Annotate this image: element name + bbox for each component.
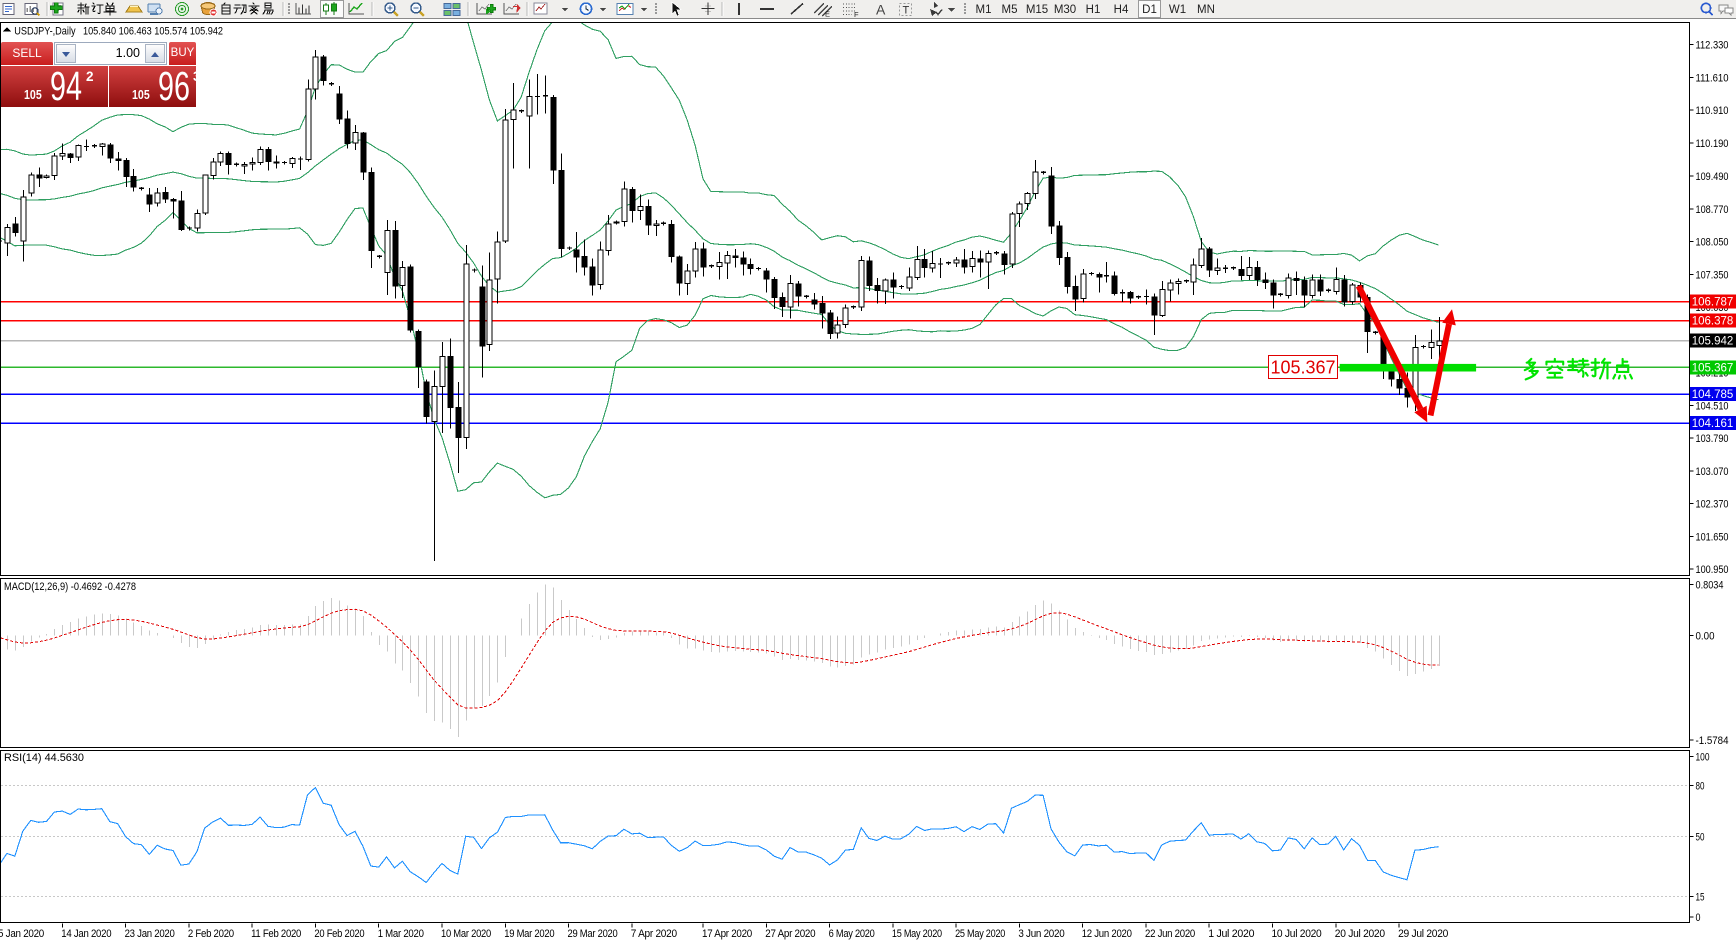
svg-text:5 Jan 2020: 5 Jan 2020 <box>0 928 44 940</box>
svg-text:0.8034: 0.8034 <box>1696 580 1724 592</box>
svg-text:27 Apr 2020: 27 Apr 2020 <box>765 928 815 940</box>
svg-text:110.910: 110.910 <box>1696 105 1729 117</box>
svg-text:15: 15 <box>1696 891 1705 903</box>
svg-text:105.942: 105.942 <box>1692 336 1734 348</box>
svg-text:6 May 2020: 6 May 2020 <box>829 928 875 940</box>
svg-text:20 Feb 2020: 20 Feb 2020 <box>314 928 364 940</box>
svg-text:H1: H1 <box>1086 4 1101 16</box>
svg-text:104.161: 104.161 <box>1692 418 1734 430</box>
svg-text:M15: M15 <box>1026 4 1048 16</box>
svg-text:RSI(14) 44.5630: RSI(14) 44.5630 <box>4 752 84 764</box>
svg-text:17 Apr 2020: 17 Apr 2020 <box>702 928 752 940</box>
svg-text:105.840 106.463 105.574 105.94: 105.840 106.463 105.574 105.942 <box>83 26 223 38</box>
svg-text:2 Feb 2020: 2 Feb 2020 <box>188 928 234 940</box>
svg-text:102.370: 102.370 <box>1696 499 1729 511</box>
svg-text:23 Jan 2020: 23 Jan 2020 <box>125 928 175 940</box>
svg-text:11 Feb 2020: 11 Feb 2020 <box>251 928 301 940</box>
svg-text:104.510: 104.510 <box>1696 400 1729 412</box>
svg-text:100: 100 <box>1696 752 1710 764</box>
svg-text:USDJPY-,Daily: USDJPY-,Daily <box>14 26 76 38</box>
svg-text:MACD(12,26,9) -0.4692 -0.4278: MACD(12,26,9) -0.4692 -0.4278 <box>4 581 136 593</box>
svg-text:50: 50 <box>1696 832 1705 844</box>
svg-text:103.070: 103.070 <box>1696 466 1729 478</box>
svg-text:3 Jun 2020: 3 Jun 2020 <box>1018 928 1064 940</box>
svg-text:H4: H4 <box>1114 4 1129 16</box>
svg-text:1 Mar 2020: 1 Mar 2020 <box>378 928 424 940</box>
svg-text:105.367: 105.367 <box>1692 362 1734 374</box>
svg-text:109.490: 109.490 <box>1696 171 1729 183</box>
svg-text:M1: M1 <box>976 4 992 16</box>
svg-text:10 Jul 2020: 10 Jul 2020 <box>1272 928 1322 940</box>
svg-text:103.790: 103.790 <box>1696 433 1729 445</box>
svg-text:M30: M30 <box>1054 4 1076 16</box>
svg-text:14 Jan 2020: 14 Jan 2020 <box>61 928 111 940</box>
svg-text:112.330: 112.330 <box>1696 40 1729 52</box>
svg-text:105.367: 105.367 <box>1270 358 1335 378</box>
svg-text:W1: W1 <box>1169 4 1186 16</box>
svg-text:0.00: 0.00 <box>1696 631 1715 643</box>
svg-text:106.787: 106.787 <box>1692 297 1734 309</box>
svg-text:106.378: 106.378 <box>1692 316 1734 328</box>
svg-text:7 Apr 2020: 7 Apr 2020 <box>631 928 677 940</box>
svg-text:101.650: 101.650 <box>1696 531 1729 543</box>
svg-text:D1: D1 <box>1142 4 1157 16</box>
svg-text:19 Mar 2020: 19 Mar 2020 <box>504 928 554 940</box>
svg-text:110.190: 110.190 <box>1696 138 1729 150</box>
svg-text:12 Jun 2020: 12 Jun 2020 <box>1082 928 1132 940</box>
svg-text:20 Jul 2020: 20 Jul 2020 <box>1335 928 1385 940</box>
svg-text:15 May 2020: 15 May 2020 <box>892 928 942 940</box>
svg-text:104.785: 104.785 <box>1692 389 1734 401</box>
svg-text:1 Jul 2020: 1 Jul 2020 <box>1208 928 1254 940</box>
svg-text:29 Mar 2020: 29 Mar 2020 <box>568 928 618 940</box>
svg-text:0: 0 <box>1696 912 1701 924</box>
svg-text:M5: M5 <box>1002 4 1018 16</box>
svg-text:111.610: 111.610 <box>1696 73 1729 85</box>
svg-text:F: F <box>854 10 859 19</box>
svg-text:107.350: 107.350 <box>1696 269 1729 281</box>
svg-text:100.950: 100.950 <box>1696 564 1729 576</box>
svg-text:108.770: 108.770 <box>1696 204 1729 216</box>
svg-text:80: 80 <box>1696 780 1705 792</box>
svg-text:25 May 2020: 25 May 2020 <box>955 928 1005 940</box>
svg-text:E: E <box>825 10 830 19</box>
svg-text:-1.5784: -1.5784 <box>1696 735 1729 747</box>
svg-text:10 Mar 2020: 10 Mar 2020 <box>441 928 491 940</box>
svg-text:22 Jun 2020: 22 Jun 2020 <box>1145 928 1195 940</box>
svg-text:A: A <box>876 2 886 18</box>
svg-text:MN: MN <box>1197 4 1215 16</box>
svg-text:29 Jul 2020: 29 Jul 2020 <box>1398 928 1448 940</box>
svg-text:T: T <box>903 5 910 17</box>
svg-text:108.050: 108.050 <box>1696 236 1729 248</box>
